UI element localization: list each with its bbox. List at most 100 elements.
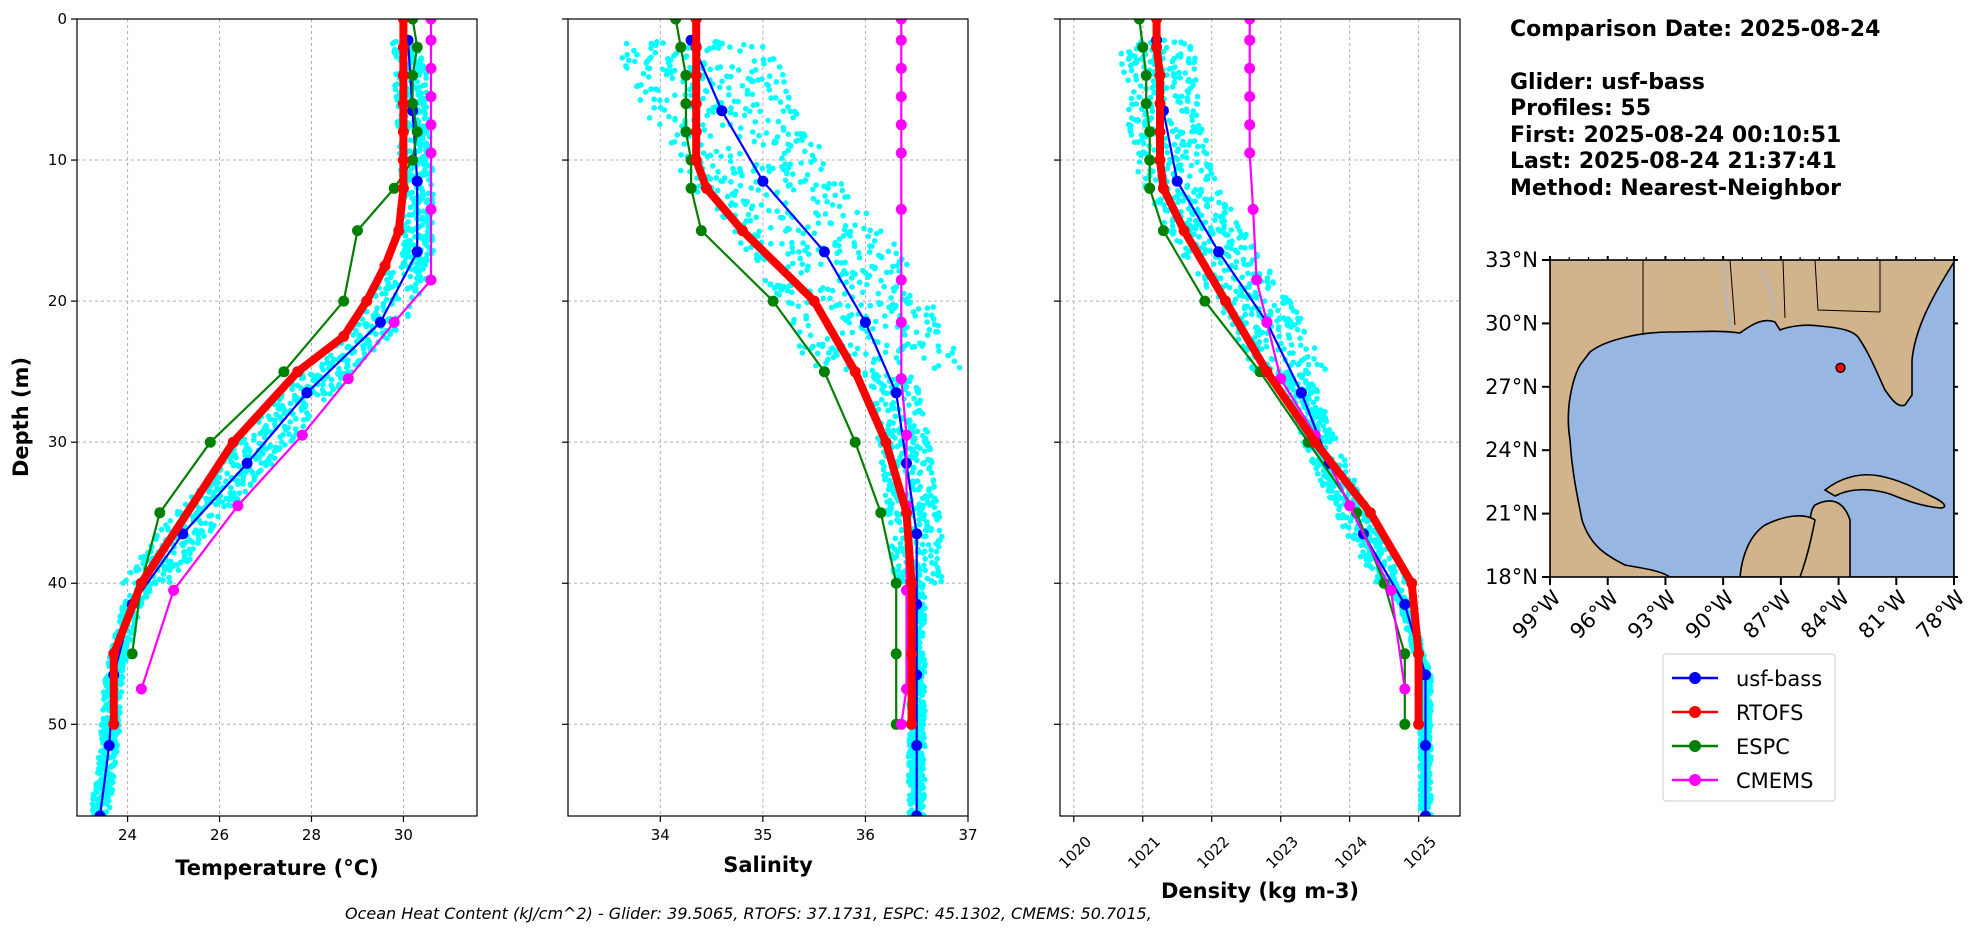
- density-espc-point: [1137, 41, 1149, 53]
- glider-scatter-point: [1317, 477, 1324, 484]
- glider-scatter-point: [267, 442, 274, 449]
- glider-scatter-point: [824, 336, 831, 342]
- glider-scatter-point: [407, 204, 414, 211]
- glider-scatter-point: [833, 259, 840, 266]
- glider-scatter-point: [839, 330, 846, 336]
- glider-scatter-point: [637, 97, 644, 103]
- salinity-espc-point: [890, 648, 902, 660]
- glider-scatter-point: [1143, 175, 1149, 182]
- glider-scatter-point: [1128, 62, 1134, 69]
- glider-scatter-point: [732, 170, 738, 176]
- density-rtofs-point: [1154, 98, 1166, 110]
- glider-scatter-point: [922, 567, 928, 574]
- temperature-rtofs-point: [135, 577, 147, 589]
- density-xtick-label: 1024: [1331, 833, 1371, 873]
- glider-scatter-point: [413, 268, 419, 275]
- glider-scatter-point: [1202, 219, 1209, 225]
- temperature-espc-point: [407, 98, 419, 110]
- glider-scatter-point: [1314, 361, 1320, 368]
- glider-scatter-point: [916, 645, 923, 651]
- glider-scatter-point: [852, 222, 858, 228]
- temperature-cmems-point: [425, 62, 437, 74]
- glider-scatter-point: [930, 570, 936, 577]
- salinity-xtick-label: 37: [958, 826, 977, 844]
- info-glider: Glider: usf-bass: [1510, 70, 1705, 95]
- glider-scatter-point: [330, 356, 337, 363]
- glider-scatter-point: [906, 378, 913, 385]
- glider-scatter-point: [672, 92, 678, 98]
- glider-scatter-point: [1125, 77, 1131, 83]
- glider-scatter-point: [828, 304, 835, 311]
- glider-scatter-point: [790, 171, 796, 177]
- glider-scatter-point: [1228, 245, 1234, 252]
- salinity-axes-frame: [567, 18, 969, 817]
- glider-scatter-point: [304, 416, 311, 422]
- temperature-cmems-point: [425, 91, 437, 103]
- glider-scatter-point: [1284, 369, 1291, 375]
- glider-scatter-point: [669, 75, 676, 82]
- glider-scatter-point: [1153, 177, 1159, 183]
- glider-scatter-point: [878, 254, 885, 261]
- glider-scatter-point: [865, 233, 872, 240]
- temperature-cmems-point: [425, 274, 437, 286]
- salinity-espc-point: [767, 295, 779, 307]
- salinity-rtofs-point: [906, 577, 918, 589]
- glider-scatter-point: [1195, 271, 1201, 277]
- glider-scatter-point: [1171, 39, 1178, 45]
- glider-scatter-point: [1138, 132, 1145, 138]
- glider-scatter-point: [374, 305, 380, 311]
- glider-scatter-point: [710, 163, 716, 169]
- glider-scatter-point: [187, 550, 193, 557]
- glider-scatter-point: [840, 212, 846, 219]
- glider-scatter-point: [915, 306, 922, 312]
- glider-scatter-point: [866, 272, 873, 279]
- glider-scatter-point: [757, 108, 763, 115]
- glider-scatter-point: [1193, 77, 1199, 83]
- glider-scatter-point: [834, 250, 840, 257]
- glider-scatter-point: [405, 285, 411, 292]
- map-lon-label: 90°W: [1681, 585, 1739, 643]
- temperature-usf-bass-point: [241, 457, 253, 469]
- glider-scatter-point: [755, 77, 761, 83]
- glider-scatter-point: [799, 350, 806, 356]
- glider-scatter-point: [1287, 383, 1293, 389]
- glider-scatter-point: [1278, 340, 1284, 347]
- glider-scatter-point: [1290, 386, 1296, 393]
- glider-scatter-point: [320, 390, 327, 397]
- glider-scatter-point: [158, 526, 165, 533]
- glider-scatter-point: [198, 520, 204, 527]
- salinity-espc-point: [685, 182, 697, 194]
- glider-scatter-point: [231, 453, 238, 460]
- glider-scatter-point: [1147, 94, 1154, 101]
- glider-scatter-point: [1176, 69, 1182, 76]
- temperature-espc-point: [407, 69, 419, 81]
- glider-scatter-point: [281, 407, 288, 414]
- glider-scatter-point: [887, 509, 893, 516]
- temperature-cmems-point: [425, 147, 437, 159]
- glider-scatter-point: [1177, 75, 1183, 81]
- glider-scatter-point: [1346, 533, 1353, 539]
- glider-scatter-point: [852, 351, 858, 357]
- density-rtofs-point: [1154, 69, 1166, 81]
- glider-scatter-point: [1303, 346, 1309, 352]
- glider-scatter-point: [671, 67, 678, 74]
- glider-scatter-point: [816, 143, 822, 150]
- glider-scatter-point: [665, 60, 672, 66]
- glider-scatter-point: [763, 192, 770, 198]
- glider-scatter-point: [1132, 117, 1139, 123]
- glider-scatter-point: [706, 45, 712, 52]
- density-axis-label: Density (kg m-3): [1161, 879, 1359, 903]
- glider-scatter-point: [160, 577, 166, 583]
- glider-scatter-point: [896, 563, 902, 569]
- glider-scatter-point: [890, 488, 896, 495]
- glider-scatter-point: [1188, 162, 1195, 169]
- temperature-usf-bass-point: [103, 740, 115, 751]
- density-espc-point: [1133, 19, 1145, 25]
- glider-scatter-point: [797, 329, 803, 335]
- glider-scatter-point: [759, 165, 766, 172]
- glider-scatter-point: [923, 435, 929, 442]
- glider-scatter-point: [700, 150, 707, 156]
- glider-scatter-point: [1232, 296, 1239, 303]
- glider-scatter-point: [768, 240, 774, 247]
